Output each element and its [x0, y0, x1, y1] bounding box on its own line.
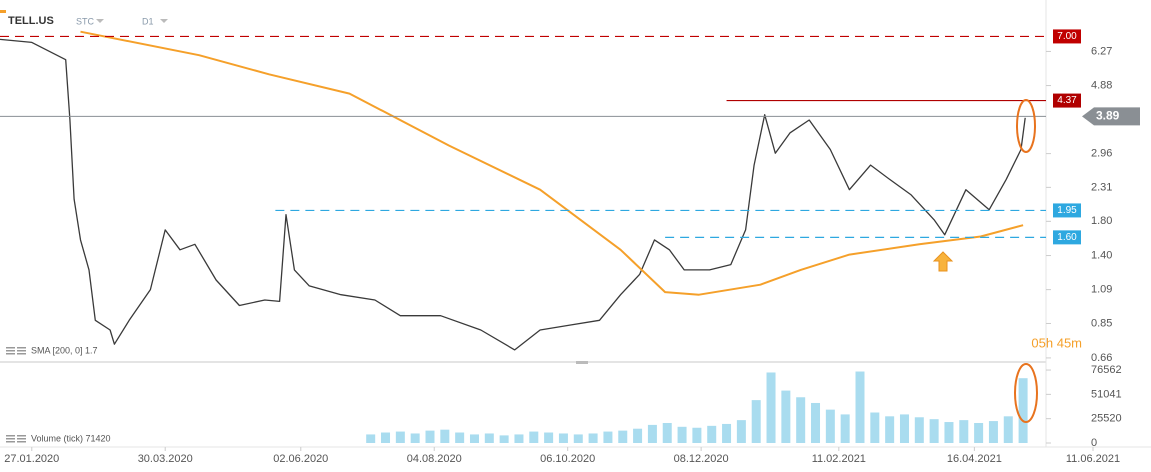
volume-bar: [366, 434, 376, 443]
volume-bar: [736, 420, 746, 443]
volume-bar: [425, 430, 435, 443]
volume-bar: [618, 430, 628, 443]
volume-bar: [959, 420, 969, 443]
volume-bar: [484, 433, 494, 443]
x-tick-label: 16.04.2021: [947, 453, 1002, 465]
y-tick-label: 0: [1091, 437, 1097, 449]
y-tick-label: 1.09: [1091, 284, 1112, 296]
price-panel: 0.66 0.85 1.09 1.40 1.80 2.31 2.96 4.88 6.27 7.00…: [0, 29, 1140, 364]
volume-bar: [381, 432, 391, 443]
x-tick-label: 02.06.2020: [273, 453, 328, 465]
volume-label: Volume (tick) 71420: [31, 433, 111, 443]
level-label: 1.95: [1057, 205, 1077, 216]
price-line: [0, 38, 1026, 351]
current-price-label: 3.89: [1096, 109, 1120, 123]
dropdown-icon[interactable]: [96, 19, 104, 23]
volume-bar: [558, 433, 568, 443]
volume-bar: [647, 424, 657, 443]
volume-bar: [751, 400, 761, 443]
dropdown-icon[interactable]: [160, 19, 168, 23]
volume-bar: [914, 417, 924, 443]
divider-handle[interactable]: [576, 361, 588, 364]
volume-bar: [899, 414, 909, 443]
instrument-type[interactable]: STC: [76, 16, 95, 26]
volume-bar: [825, 409, 835, 443]
level-label-box: [1053, 29, 1081, 44]
volume-bar: [722, 423, 732, 443]
y-tick-label: 0.66: [1091, 352, 1112, 364]
volume-bar: [796, 397, 806, 443]
symbol-marker: [0, 10, 6, 13]
level-label-box: [1053, 230, 1081, 245]
x-tick-label: 11.02.2021: [812, 453, 866, 465]
countdown: 05h 45m: [1031, 335, 1082, 350]
volume-bar: [855, 371, 865, 443]
y-tick-label: 2.96: [1091, 148, 1112, 160]
y-tick-label: 6.27: [1091, 45, 1112, 57]
volume-bar: [766, 372, 776, 443]
y-tick-label: 25520: [1091, 413, 1122, 425]
current-price-box: [1082, 107, 1140, 126]
x-tick-label: 27.01.2020: [4, 453, 59, 465]
volume-bar: [410, 433, 420, 443]
volume-bar: [929, 419, 939, 443]
volume-bar: [692, 427, 702, 443]
highlight-ellipse: [1014, 363, 1038, 423]
volume-bar: [455, 432, 465, 443]
level-label: 7.00: [1057, 31, 1077, 42]
volume-bar: [988, 421, 998, 443]
volume-bar: [974, 422, 984, 443]
x-tick-label: 04.08.2020: [407, 453, 462, 465]
volume-panel: 0 25520 51041 76562 27.01.2020 30.03.2020 02.0…: [4, 364, 1121, 465]
x-tick-label: 30.03.2020: [138, 453, 193, 465]
volume-bar: [677, 426, 687, 443]
y-tick-label: 1.40: [1091, 249, 1112, 261]
timeframe[interactable]: D1: [142, 16, 154, 26]
volume-bar: [1003, 416, 1013, 443]
y-tick-label: 0.85: [1091, 317, 1112, 329]
volume-bar: [514, 434, 524, 443]
up-arrow: [932, 251, 954, 272]
highlight-ellipse: [1016, 99, 1036, 153]
volume-bar: [588, 433, 598, 443]
y-tick-label: 76562: [1091, 364, 1122, 376]
sma-line: [80, 30, 1024, 296]
volume-bar: [1018, 378, 1028, 443]
volume-bar: [811, 402, 821, 443]
volume-bar: [573, 434, 583, 443]
volume-bar: [440, 429, 450, 443]
level-label-box: [1053, 93, 1081, 108]
volume-bar: [529, 431, 539, 443]
volume-bar: [603, 431, 613, 443]
x-tick-label: 06.10.2020: [540, 453, 595, 465]
volume-bar: [395, 431, 405, 443]
volume-bar: [633, 428, 643, 443]
indicator-icon[interactable]: [6, 347, 26, 355]
x-tick-label: 08.12.2020: [674, 453, 729, 465]
x-tick-label: 11.06.2021: [1066, 453, 1120, 465]
volume-bar: [870, 412, 880, 443]
indicator-icon[interactable]: [6, 435, 26, 443]
y-tick-label: 4.88: [1091, 79, 1112, 91]
volume-bar: [662, 422, 672, 443]
volume-bar: [544, 432, 554, 443]
y-tick-label: 51041: [1091, 388, 1122, 400]
level-label: 4.37: [1057, 95, 1077, 106]
volume-bar: [944, 422, 954, 443]
level-label: 1.60: [1057, 232, 1077, 243]
indicator-label: SMA [200, 0] 1.7: [31, 345, 98, 355]
y-tick-label: 2.31: [1091, 181, 1112, 193]
symbol: TELL.US: [8, 15, 54, 27]
volume-bar: [469, 434, 479, 443]
volume-bar: [781, 390, 791, 443]
level-label-box: [1053, 203, 1081, 218]
volume-bar: [707, 425, 717, 443]
y-tick-label: 1.80: [1091, 215, 1112, 227]
volume-bar: [499, 435, 509, 443]
volume-bar: [840, 414, 850, 443]
volume-bar: [885, 416, 895, 443]
